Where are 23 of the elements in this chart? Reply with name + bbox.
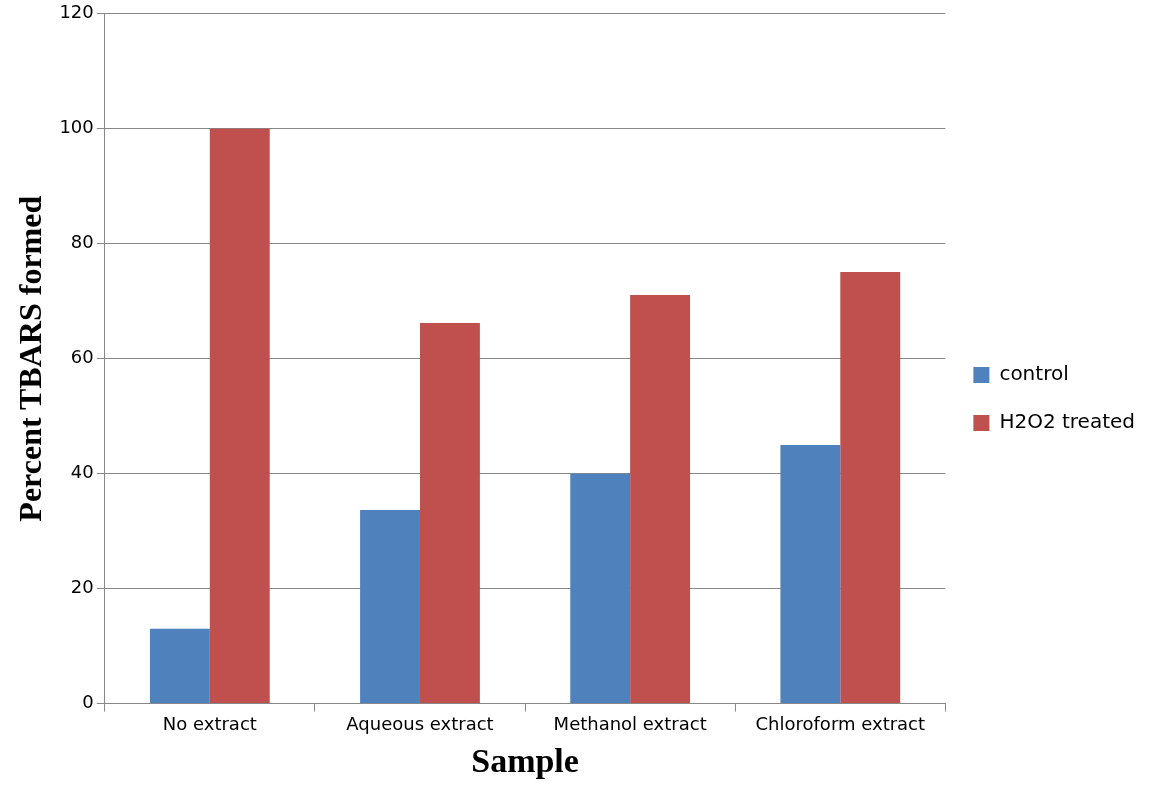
y-tick-label: 20 bbox=[70, 576, 94, 598]
x-tick-label: Methanol extract bbox=[553, 713, 707, 735]
y-tick-label: 120 bbox=[59, 1, 94, 23]
bar bbox=[570, 473, 631, 704]
bar bbox=[780, 444, 841, 704]
bar bbox=[419, 323, 480, 704]
x-tick-label: Chloroform extract bbox=[755, 713, 926, 735]
y-tick-label: 0 bbox=[82, 691, 94, 713]
x-tick-label: No extract bbox=[162, 713, 257, 735]
bar bbox=[360, 509, 420, 704]
legend-label: H2O2 treated bbox=[999, 409, 1136, 434]
legend-label: control bbox=[999, 361, 1069, 386]
bar bbox=[630, 294, 691, 704]
y-axis-title: Percent TBARS formed bbox=[12, 195, 49, 522]
y-tick-label: 40 bbox=[70, 461, 94, 483]
x-tick-label: Aqueous extract bbox=[346, 713, 494, 735]
y-tick-label: 100 bbox=[59, 116, 94, 138]
y-tick-label: 80 bbox=[70, 231, 94, 253]
bar bbox=[209, 128, 270, 704]
x-axis-title: Sample bbox=[471, 742, 579, 780]
y-tick-label: 60 bbox=[70, 346, 94, 368]
bar bbox=[840, 271, 901, 704]
bar bbox=[149, 628, 210, 704]
